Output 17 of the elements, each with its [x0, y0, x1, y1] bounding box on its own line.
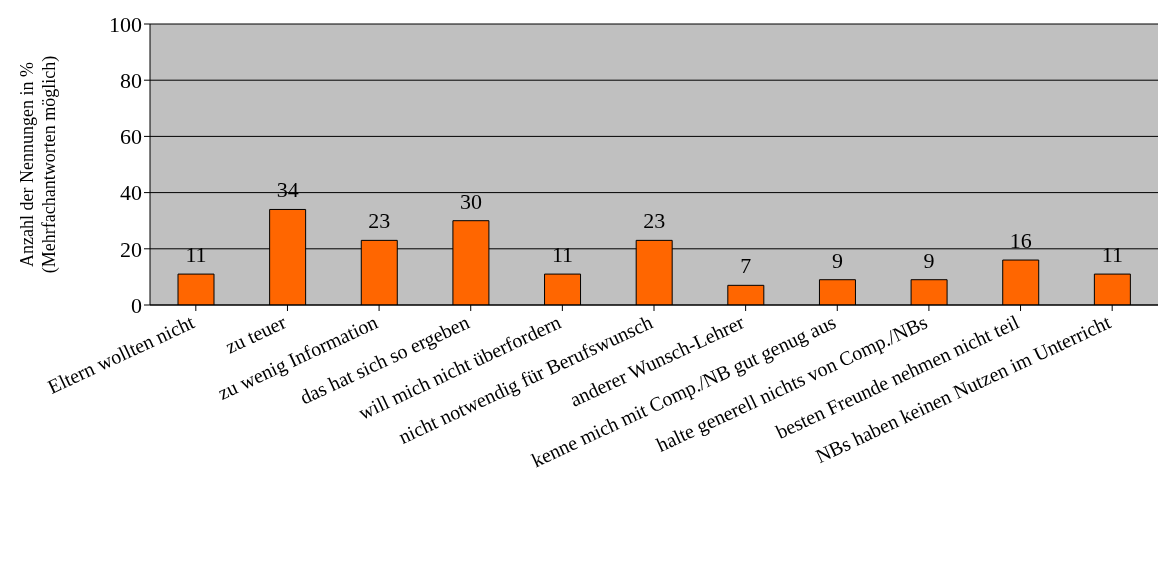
y-tick-label: 0: [131, 292, 142, 318]
data-label: 23: [368, 208, 391, 234]
data-label: 23: [643, 208, 666, 234]
y-tick-label: 20: [120, 236, 142, 262]
y-tick-label: 100: [109, 11, 142, 37]
y-tick-label: 40: [120, 180, 142, 206]
data-label: 7: [740, 253, 752, 279]
y-axis-title: Anzahl der Nennungen in % (Mehrfachantworten möglich): [17, 55, 60, 274]
data-label: 9: [923, 247, 935, 273]
data-label: 11: [1101, 242, 1123, 268]
data-label: 9: [831, 247, 843, 273]
data-label: 16: [1009, 228, 1032, 254]
data-label: 11: [551, 242, 574, 268]
data-label: 30: [459, 188, 482, 214]
data-label: 11: [185, 242, 207, 268]
y-tick-label: 60: [120, 124, 142, 150]
y-tick-label: 80: [120, 68, 142, 94]
